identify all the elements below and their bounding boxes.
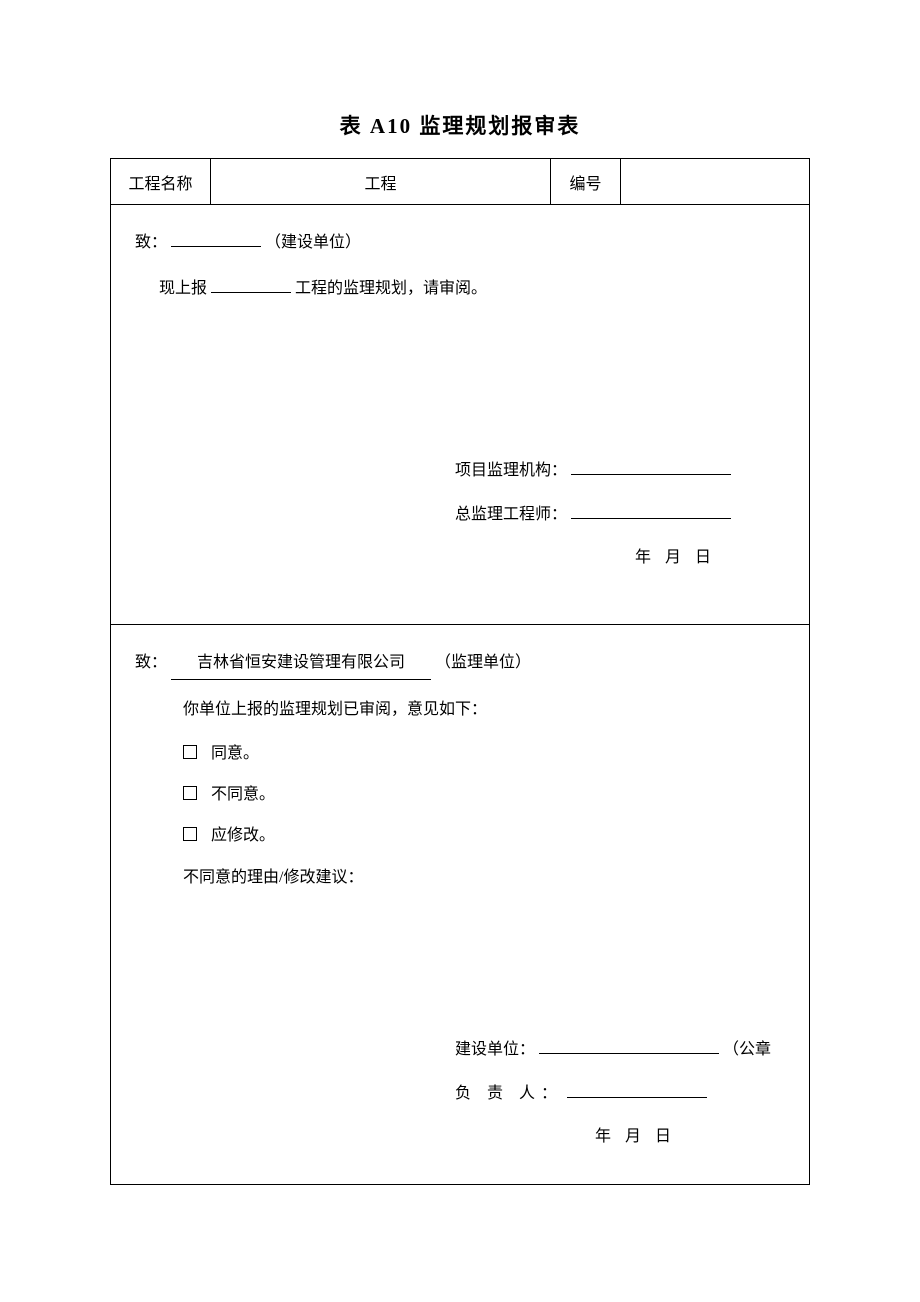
- to-prefix-1: 致：: [135, 234, 167, 251]
- signature-block-2: 建设单位： （公章 负 责 人： 年月日: [135, 1034, 785, 1146]
- section-2-row: 致： 吉林省恒安建设管理有限公司 （监理单位） 你单位上报的监理规划已审阅，意见…: [111, 625, 810, 1185]
- sig-unit-label: 建设单位：: [455, 1041, 535, 1058]
- to-line-2: 致： 吉林省恒安建设管理有限公司 （监理单位）: [135, 647, 785, 680]
- section-1-cell: 致： （建设单位） 现上报 工程的监理规划，请审阅。 项目监理机构： 总监理工程…: [111, 205, 810, 625]
- to-suffix-1: （建设单位）: [265, 234, 361, 251]
- number-label: 编号: [551, 159, 621, 205]
- reason-label-line: 不同意的理由/修改建议：: [135, 862, 785, 894]
- report-line: 现上报 工程的监理规划，请审阅。: [135, 273, 785, 305]
- project-name-label: 工程名称: [111, 159, 211, 205]
- project-value-cell: 工程: [211, 159, 551, 205]
- section-1-row: 致： （建设单位） 现上报 工程的监理规划，请审阅。 项目监理机构： 总监理工程…: [111, 205, 810, 625]
- reviewed-line: 你单位上报的监理规划已审阅，意见如下：: [135, 694, 785, 726]
- sig-person-label: 负 责 人：: [455, 1085, 563, 1102]
- report-blank[interactable]: [211, 275, 291, 293]
- sig-engineer-label: 总监理工程师：: [455, 506, 567, 523]
- sig-unit-blank[interactable]: [539, 1036, 719, 1054]
- option-agree-line: 同意。: [135, 740, 785, 769]
- to-prefix-2: 致：: [135, 654, 167, 671]
- date-line-2: 年月日: [455, 1122, 785, 1146]
- sig-person-line: 负 责 人：: [455, 1078, 785, 1110]
- option-agree-text: 同意。: [211, 745, 259, 762]
- sig-person-blank[interactable]: [567, 1080, 707, 1098]
- checkbox-modify[interactable]: [183, 827, 197, 841]
- checkbox-disagree[interactable]: [183, 786, 197, 800]
- option-disagree-text: 不同意。: [211, 786, 275, 803]
- seal-suffix: （公章: [723, 1041, 771, 1058]
- report-prefix: 现上报: [159, 280, 207, 297]
- form-container: 表 A10 监理规划报审表 工程名称 工程 编号 致： （建设单位） 现上报 工…: [110, 110, 810, 1185]
- sig-engineer-line: 总监理工程师：: [455, 499, 785, 531]
- option-disagree-line: 不同意。: [135, 781, 785, 810]
- date-line-1: 年月日: [455, 543, 785, 567]
- sig-unit-line: 建设单位： （公章: [455, 1034, 785, 1066]
- supervisor-company: 吉林省恒安建设管理有限公司: [171, 647, 431, 680]
- sig-org-blank[interactable]: [571, 457, 731, 475]
- report-suffix: 工程的监理规划，请审阅。: [295, 280, 487, 297]
- form-table: 工程名称 工程 编号 致： （建设单位） 现上报 工程的监理规划，请审阅。: [110, 158, 810, 1185]
- checkbox-agree[interactable]: [183, 745, 197, 759]
- option-modify-text: 应修改。: [211, 827, 275, 844]
- sig-org-line: 项目监理机构：: [455, 455, 785, 487]
- number-value-cell: [621, 159, 810, 205]
- section-2-cell: 致： 吉林省恒安建设管理有限公司 （监理单位） 你单位上报的监理规划已审阅，意见…: [111, 625, 810, 1185]
- to-line-1: 致： （建设单位）: [135, 227, 785, 259]
- sig-engineer-blank[interactable]: [571, 501, 731, 519]
- signature-block-1: 项目监理机构： 总监理工程师： 年月日: [135, 455, 785, 567]
- form-title: 表 A10 监理规划报审表: [110, 110, 810, 140]
- sig-org-label: 项目监理机构：: [455, 462, 567, 479]
- option-modify-line: 应修改。: [135, 822, 785, 851]
- to-suffix-2: （监理单位）: [435, 654, 531, 671]
- header-row: 工程名称 工程 编号: [111, 159, 810, 205]
- to-blank-1[interactable]: [171, 229, 261, 247]
